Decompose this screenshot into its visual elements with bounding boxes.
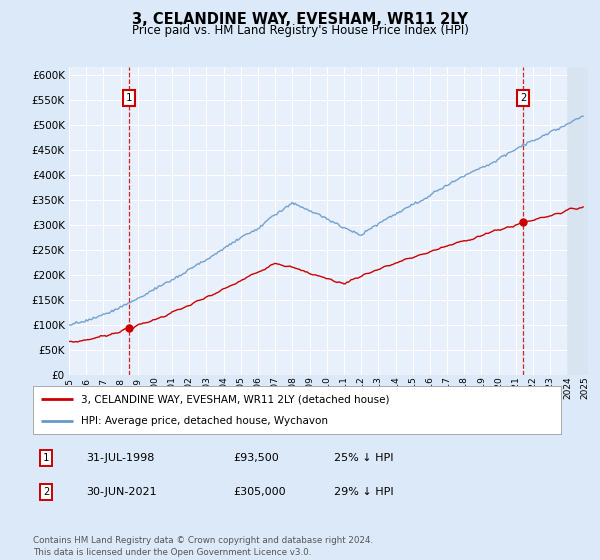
Text: £305,000: £305,000 bbox=[233, 487, 286, 497]
Text: 31-JUL-1998: 31-JUL-1998 bbox=[86, 452, 154, 463]
Text: 25% ↓ HPI: 25% ↓ HPI bbox=[334, 452, 394, 463]
Text: 2: 2 bbox=[43, 487, 49, 497]
Text: £93,500: £93,500 bbox=[233, 452, 280, 463]
Text: 29% ↓ HPI: 29% ↓ HPI bbox=[334, 487, 394, 497]
Text: 3, CELANDINE WAY, EVESHAM, WR11 2LY (detached house): 3, CELANDINE WAY, EVESHAM, WR11 2LY (det… bbox=[80, 394, 389, 404]
Text: 3, CELANDINE WAY, EVESHAM, WR11 2LY: 3, CELANDINE WAY, EVESHAM, WR11 2LY bbox=[132, 12, 468, 27]
Text: 1: 1 bbox=[126, 93, 132, 103]
Text: 2: 2 bbox=[520, 93, 526, 103]
Text: HPI: Average price, detached house, Wychavon: HPI: Average price, detached house, Wych… bbox=[80, 416, 328, 426]
Text: 30-JUN-2021: 30-JUN-2021 bbox=[86, 487, 157, 497]
Text: Price paid vs. HM Land Registry's House Price Index (HPI): Price paid vs. HM Land Registry's House … bbox=[131, 24, 469, 37]
Text: 1: 1 bbox=[43, 452, 49, 463]
Bar bbox=[568, 67, 588, 375]
Text: Contains HM Land Registry data © Crown copyright and database right 2024.
This d: Contains HM Land Registry data © Crown c… bbox=[33, 536, 373, 557]
